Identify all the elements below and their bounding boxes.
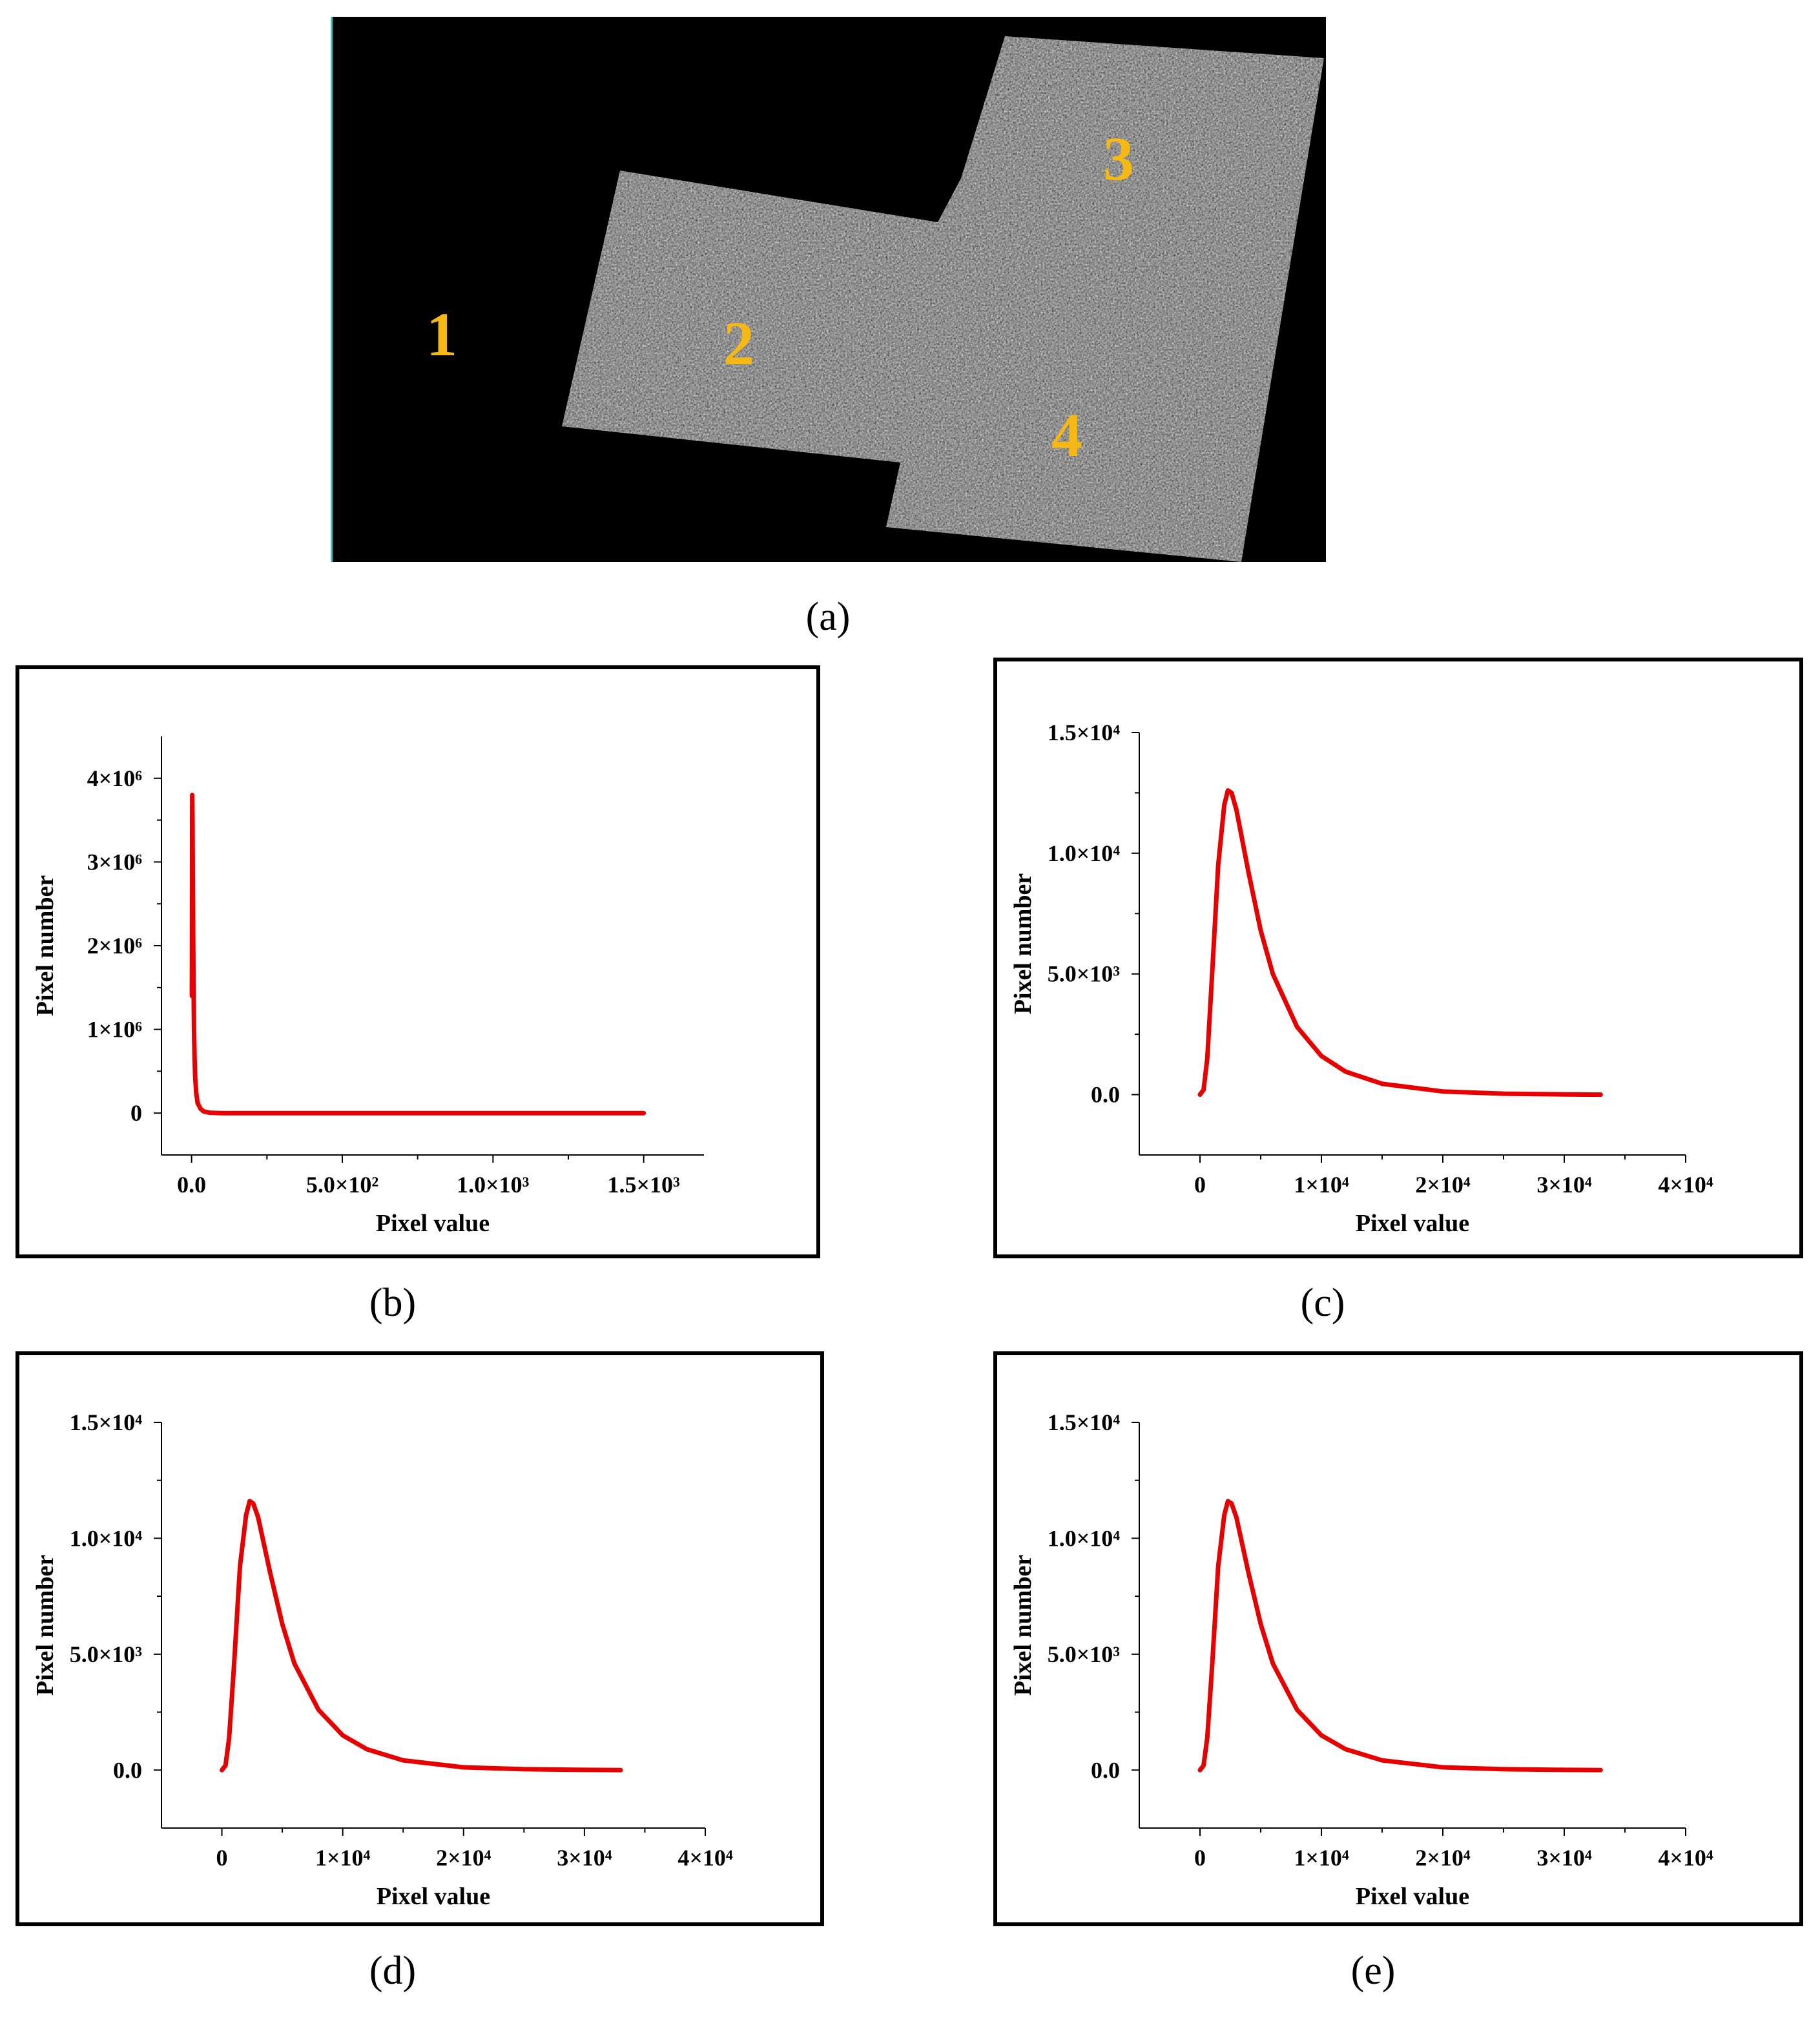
sar-mosaic-graphic: 1 2 3 4 [331,17,1326,562]
y-tick-label: 5.0×10³ [1048,1641,1121,1667]
y-tick-label: 4×10⁶ [87,765,143,791]
y-axis-title: Pixel number [32,875,59,1017]
y-axis-title: Pixel number [1009,1555,1037,1696]
x-tick-label: 1.0×10³ [457,1172,530,1198]
chart-c: 0 1×10⁴ 2×10⁴ 3×10⁴ 4×10⁴ 0.0 5.0×10³ 1.0×10⁴ 1.… [1009,720,1713,1237]
panel-d-frame [16,1351,824,1926]
y-tick-label: 0.0 [113,1757,142,1783]
x-axis-title: Pixel value [1356,1210,1469,1237]
y-axis-title: Pixel number [1009,873,1037,1015]
x-tick-label: 1×10⁴ [315,1845,371,1871]
y-axis-title: Pixel number [32,1555,59,1696]
x-axis-title: Pixel value [376,1210,490,1237]
x-axis-title: Pixel value [1356,1883,1469,1910]
y-tick-label: 1.0×10⁴ [1048,840,1121,866]
x-tick-label: 4×10⁴ [1658,1845,1713,1871]
x-tick-label: 1×10⁴ [1294,1172,1349,1198]
y-tick-label: 0.0 [1091,1082,1120,1108]
caption-c: (c) [1300,1281,1345,1325]
y-tick-label: 3×10⁶ [87,849,143,875]
y-tick-label: 1.0×10⁴ [70,1525,143,1551]
x-tick-label: 1.5×10³ [608,1172,681,1198]
caption-e: (e) [1350,1949,1396,1993]
series-line [1197,788,1603,1097]
x-tick-label: 3×10⁴ [1536,1172,1592,1198]
x-tick-label: 3×10⁴ [557,1845,612,1871]
chart-d: 0 1×10⁴ 2×10⁴ 3×10⁴ 4×10⁴ 0.0 5.0×10³ 1.0×10⁴ 1.… [32,1409,733,1910]
series-line [189,793,646,1116]
x-tick-label: 2×10⁴ [1415,1172,1471,1198]
y-tick-label: 1.5×10⁴ [1048,720,1121,745]
y-tick-label: 1.5×10⁴ [1048,1409,1121,1435]
chart-b: 0.0 5.0×10² 1.0×10³ 1.5×10³ 0 1×10⁶ 2×10⁶ 3×10⁶… [32,736,704,1237]
x-tick-label: 4×10⁴ [1658,1172,1713,1198]
x-axis-title: Pixel value [377,1883,490,1910]
caption-b: (b) [369,1281,417,1325]
y-tick-label: 0.0 [1091,1757,1120,1783]
left-edge-line [331,17,333,562]
y-tick-label: 5.0×10³ [70,1641,143,1667]
region-label-3: 3 [1103,124,1134,193]
series-line [220,1499,623,1772]
y-tick-label: 2×10⁶ [87,933,143,959]
y-tick-label: 1×10⁶ [87,1017,143,1043]
region-label-1: 1 [426,300,457,369]
x-tick-label: 1×10⁴ [1294,1845,1349,1871]
caption-d: (d) [369,1949,417,1993]
x-tick-label: 0 [1194,1845,1206,1871]
y-tick-label: 1.0×10⁴ [1048,1525,1121,1551]
x-tick-label: 0 [1194,1172,1206,1198]
x-tick-label: 3×10⁴ [1536,1845,1592,1871]
x-tick-label: 5.0×10² [306,1172,378,1198]
y-tick-label: 0 [130,1100,142,1126]
chart-e: 0 1×10⁴ 2×10⁴ 3×10⁴ 4×10⁴ 0.0 5.0×10³ 1.0×10⁴ 1.… [1009,1409,1713,1910]
x-tick-label: 0.0 [177,1172,206,1198]
y-tick-label: 5.0×10³ [1048,961,1121,987]
y-tick-label: 1.5×10⁴ [70,1409,143,1435]
panel-c-frame [993,658,1803,1258]
x-tick-label: 0 [216,1845,228,1871]
region-label-4: 4 [1051,400,1082,470]
region-label-2: 2 [723,309,754,378]
series-line [1197,1499,1603,1772]
caption-a: (a) [805,595,851,639]
x-tick-label: 4×10⁴ [677,1845,733,1871]
panel-e-frame [993,1351,1803,1926]
x-tick-label: 2×10⁴ [1415,1845,1471,1871]
sar-mosaic-image: 1 2 3 4 [331,17,1326,562]
x-tick-label: 2×10⁴ [436,1845,491,1871]
